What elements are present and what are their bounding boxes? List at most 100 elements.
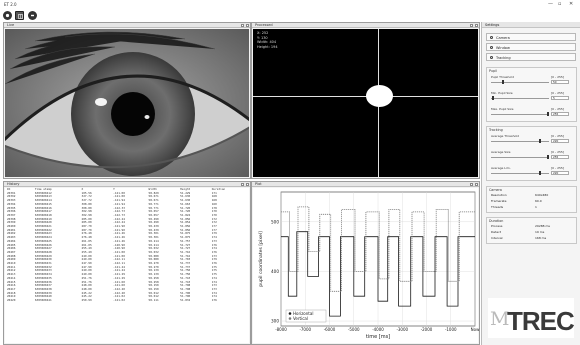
slider[interactable] xyxy=(491,155,549,159)
panel-close-icon[interactable] xyxy=(475,183,478,186)
table-row[interactable]: 20416 6383600437 248.00 -121.60 58.150 51.798… xyxy=(5,284,249,288)
panel-float-icon[interactable] xyxy=(470,183,473,186)
slider[interactable] xyxy=(491,139,549,143)
table-cell: 51.743 xyxy=(180,279,191,284)
value-spinbox[interactable]: 255 xyxy=(551,155,569,159)
table-row[interactable]: 20394 6383600415 308.80 -121.94 58.771 51.663… xyxy=(5,202,249,207)
column-header[interactable]: X xyxy=(81,188,84,191)
table-cell: 255.49 xyxy=(81,246,92,251)
slider-thumb[interactable] xyxy=(539,139,542,143)
close-icon[interactable]: ✕ xyxy=(569,1,574,7)
table-cell: -121.00 xyxy=(113,194,125,199)
table-cell: 51.727 xyxy=(180,242,191,247)
panel-float-icon[interactable] xyxy=(241,24,244,27)
duration-title: Duration xyxy=(489,219,504,223)
slider[interactable] xyxy=(491,171,549,175)
live-panel: Live xyxy=(3,22,251,179)
stop-button[interactable] xyxy=(28,11,37,20)
table-cell: 20402 xyxy=(7,231,16,236)
panel-float-icon[interactable] xyxy=(470,24,473,27)
table-row[interactable]: 20398 6383600419 285.00 -122.44 58.490 51.856… xyxy=(5,216,249,222)
window-button[interactable]: Window xyxy=(486,43,576,51)
value-spinbox[interactable]: 220 xyxy=(551,139,569,143)
history-table-container[interactable]: ID Time stamp X Y Width Height Duration 20391 6… xyxy=(5,188,249,343)
slider-thumb[interactable] xyxy=(492,96,495,100)
slider[interactable] xyxy=(491,80,549,84)
value-spinbox[interactable]: 220 xyxy=(551,171,569,175)
slider-thumb[interactable] xyxy=(539,171,542,175)
table-row[interactable]: 20392 6383600413 327.72 -121.00 58.671 51.630… xyxy=(5,195,249,199)
table-cell: 302.98 xyxy=(81,209,92,214)
table-row[interactable]: 20396 6383600417 302.98 -122.73 58.657 51.720… xyxy=(5,210,249,214)
table-row[interactable]: 20395 6383600416 308.80 -122.33 58.771 51.720… xyxy=(5,206,249,211)
table-row[interactable]: 20409 6383600430 249.00 -122.11 58.080 51.703… xyxy=(5,258,249,262)
slider-thumb[interactable] xyxy=(547,155,549,159)
info-value: 1 xyxy=(535,205,537,209)
slider[interactable] xyxy=(491,96,549,100)
slider-thumb[interactable] xyxy=(547,112,549,116)
table-row[interactable]: 20397 6383600418 302.98 -122.73 58.657 51.824… xyxy=(5,213,249,218)
roi-x: X: 252 xyxy=(257,31,269,35)
table-row[interactable]: 20407 6383600428 255.49 -121.00 58.032 51.716… xyxy=(5,250,249,255)
maximize-icon[interactable]: ▫ xyxy=(558,1,562,7)
record-button[interactable] xyxy=(3,11,12,20)
table-row[interactable]: 20404 6383600425 261.05 -121.46 58.214 51.757… xyxy=(5,239,249,244)
table-cell: 249.00 xyxy=(81,253,92,258)
table-row[interactable]: 20401 6383600422 287.70 -121.90 58.439 51.856… xyxy=(5,228,249,233)
slider-thumb[interactable] xyxy=(502,80,505,84)
table-row[interactable]: 20415 6383600436 251.76 -121.60 58.258 51.743… xyxy=(5,279,249,285)
table-row[interactable]: 20405 6383600426 261.05 -120.90 58.214 51.727… xyxy=(5,242,249,248)
table-row[interactable]: 20419 6383600440 245.22 -121.02 58.012 51.790… xyxy=(5,295,249,299)
table-row[interactable]: 20413 6383600434 249.00 -121.29 58.139 51.750… xyxy=(5,272,249,277)
tracking-icon xyxy=(490,56,493,59)
column-header[interactable]: Time stamp xyxy=(34,188,52,191)
value-spinbox[interactable]: 255 xyxy=(551,112,569,116)
table-row[interactable]: 20408 6383600429 249.00 -121.00 58.080 51.716… xyxy=(5,253,249,259)
panel-float-icon[interactable] xyxy=(241,183,244,186)
column-header[interactable]: Duration xyxy=(211,188,226,191)
column-header[interactable]: ID xyxy=(7,188,11,191)
info-key: Resolution xyxy=(491,193,507,197)
panel-close-icon[interactable] xyxy=(475,24,478,27)
settings-button[interactable] xyxy=(15,11,24,20)
table-row[interactable]: 20411 6383600432 247.90 -121.44 58.270 51.737… xyxy=(5,265,249,270)
value-spinbox[interactable]: 50 xyxy=(551,80,569,84)
table-row[interactable]: 20400 6383600421 287.70 -121.90 58.439 51.856… xyxy=(5,224,249,229)
column-header[interactable]: Y xyxy=(113,188,115,191)
table-row[interactable]: 20403 6383600424 276.48 -121.46 58.301 51.875… xyxy=(5,235,249,240)
tracking-button[interactable]: Tracking xyxy=(486,53,576,61)
panel-close-icon[interactable] xyxy=(246,183,249,186)
panel-close-icon[interactable] xyxy=(246,24,249,27)
table-cell: 6383600441 xyxy=(34,298,52,303)
table-row[interactable]: 20406 6383600427 255.49 -120.90 58.032 51.727… xyxy=(5,247,249,251)
column-header[interactable]: Height xyxy=(180,188,191,191)
table-row[interactable]: 20393 6383600414 327.72 -121.94 58.671 51.630… xyxy=(5,198,249,203)
table-cell: 168 xyxy=(211,198,217,203)
table-cell: 6383600420 xyxy=(34,220,52,225)
table-row[interactable]: 20420 6383600441 250.99 -121.02 58.111 51.832… xyxy=(5,298,249,303)
table-cell: -122.73 xyxy=(113,209,125,214)
column-header[interactable]: Width xyxy=(148,188,157,191)
table-row[interactable]: 20391 6383600412 105.56 -121.00 58.829 51.229… xyxy=(5,191,249,196)
table-cell: 51.737 xyxy=(180,261,191,266)
minimize-icon[interactable]: — xyxy=(548,1,553,7)
value-spinbox[interactable]: 5 xyxy=(551,96,569,100)
camera-button[interactable]: Camera xyxy=(486,33,576,41)
table-cell: 6383600437 xyxy=(34,283,52,288)
table-cell: 176 xyxy=(211,242,217,247)
table-row[interactable]: 20417 6383600438 248.00 -122.40 58.150 51.798… xyxy=(5,287,249,292)
table-row[interactable]: 20410 6383600431 247.90 -122.11 58.270 51.737… xyxy=(5,261,249,266)
table-row[interactable]: 20418 6383600439 245.22 -122.40 58.012 51.790… xyxy=(5,290,249,296)
table-cell: 173 xyxy=(211,253,217,258)
x-tick-label: -6000 xyxy=(324,327,336,332)
table-row[interactable]: 20412 6383600433 249.00 -121.44 58.139 51.750… xyxy=(5,269,249,273)
table-cell: 174 xyxy=(211,290,217,295)
table-row[interactable]: 20399 6383600420 285.00 -122.44 58.490 51.854… xyxy=(5,221,249,225)
table-cell: 6383600439 xyxy=(34,290,52,295)
table-row[interactable]: 20414 6383600435 251.76 -121.29 58.258 51.743… xyxy=(5,276,249,281)
table-cell: -122.44 xyxy=(113,216,125,221)
slider[interactable] xyxy=(491,112,549,116)
slider-range: [0 - 255] xyxy=(551,91,564,95)
slider-track xyxy=(491,81,549,83)
table-row[interactable]: 20402 6383600423 276.48 -121.46 58.301 51.875… xyxy=(5,232,249,236)
